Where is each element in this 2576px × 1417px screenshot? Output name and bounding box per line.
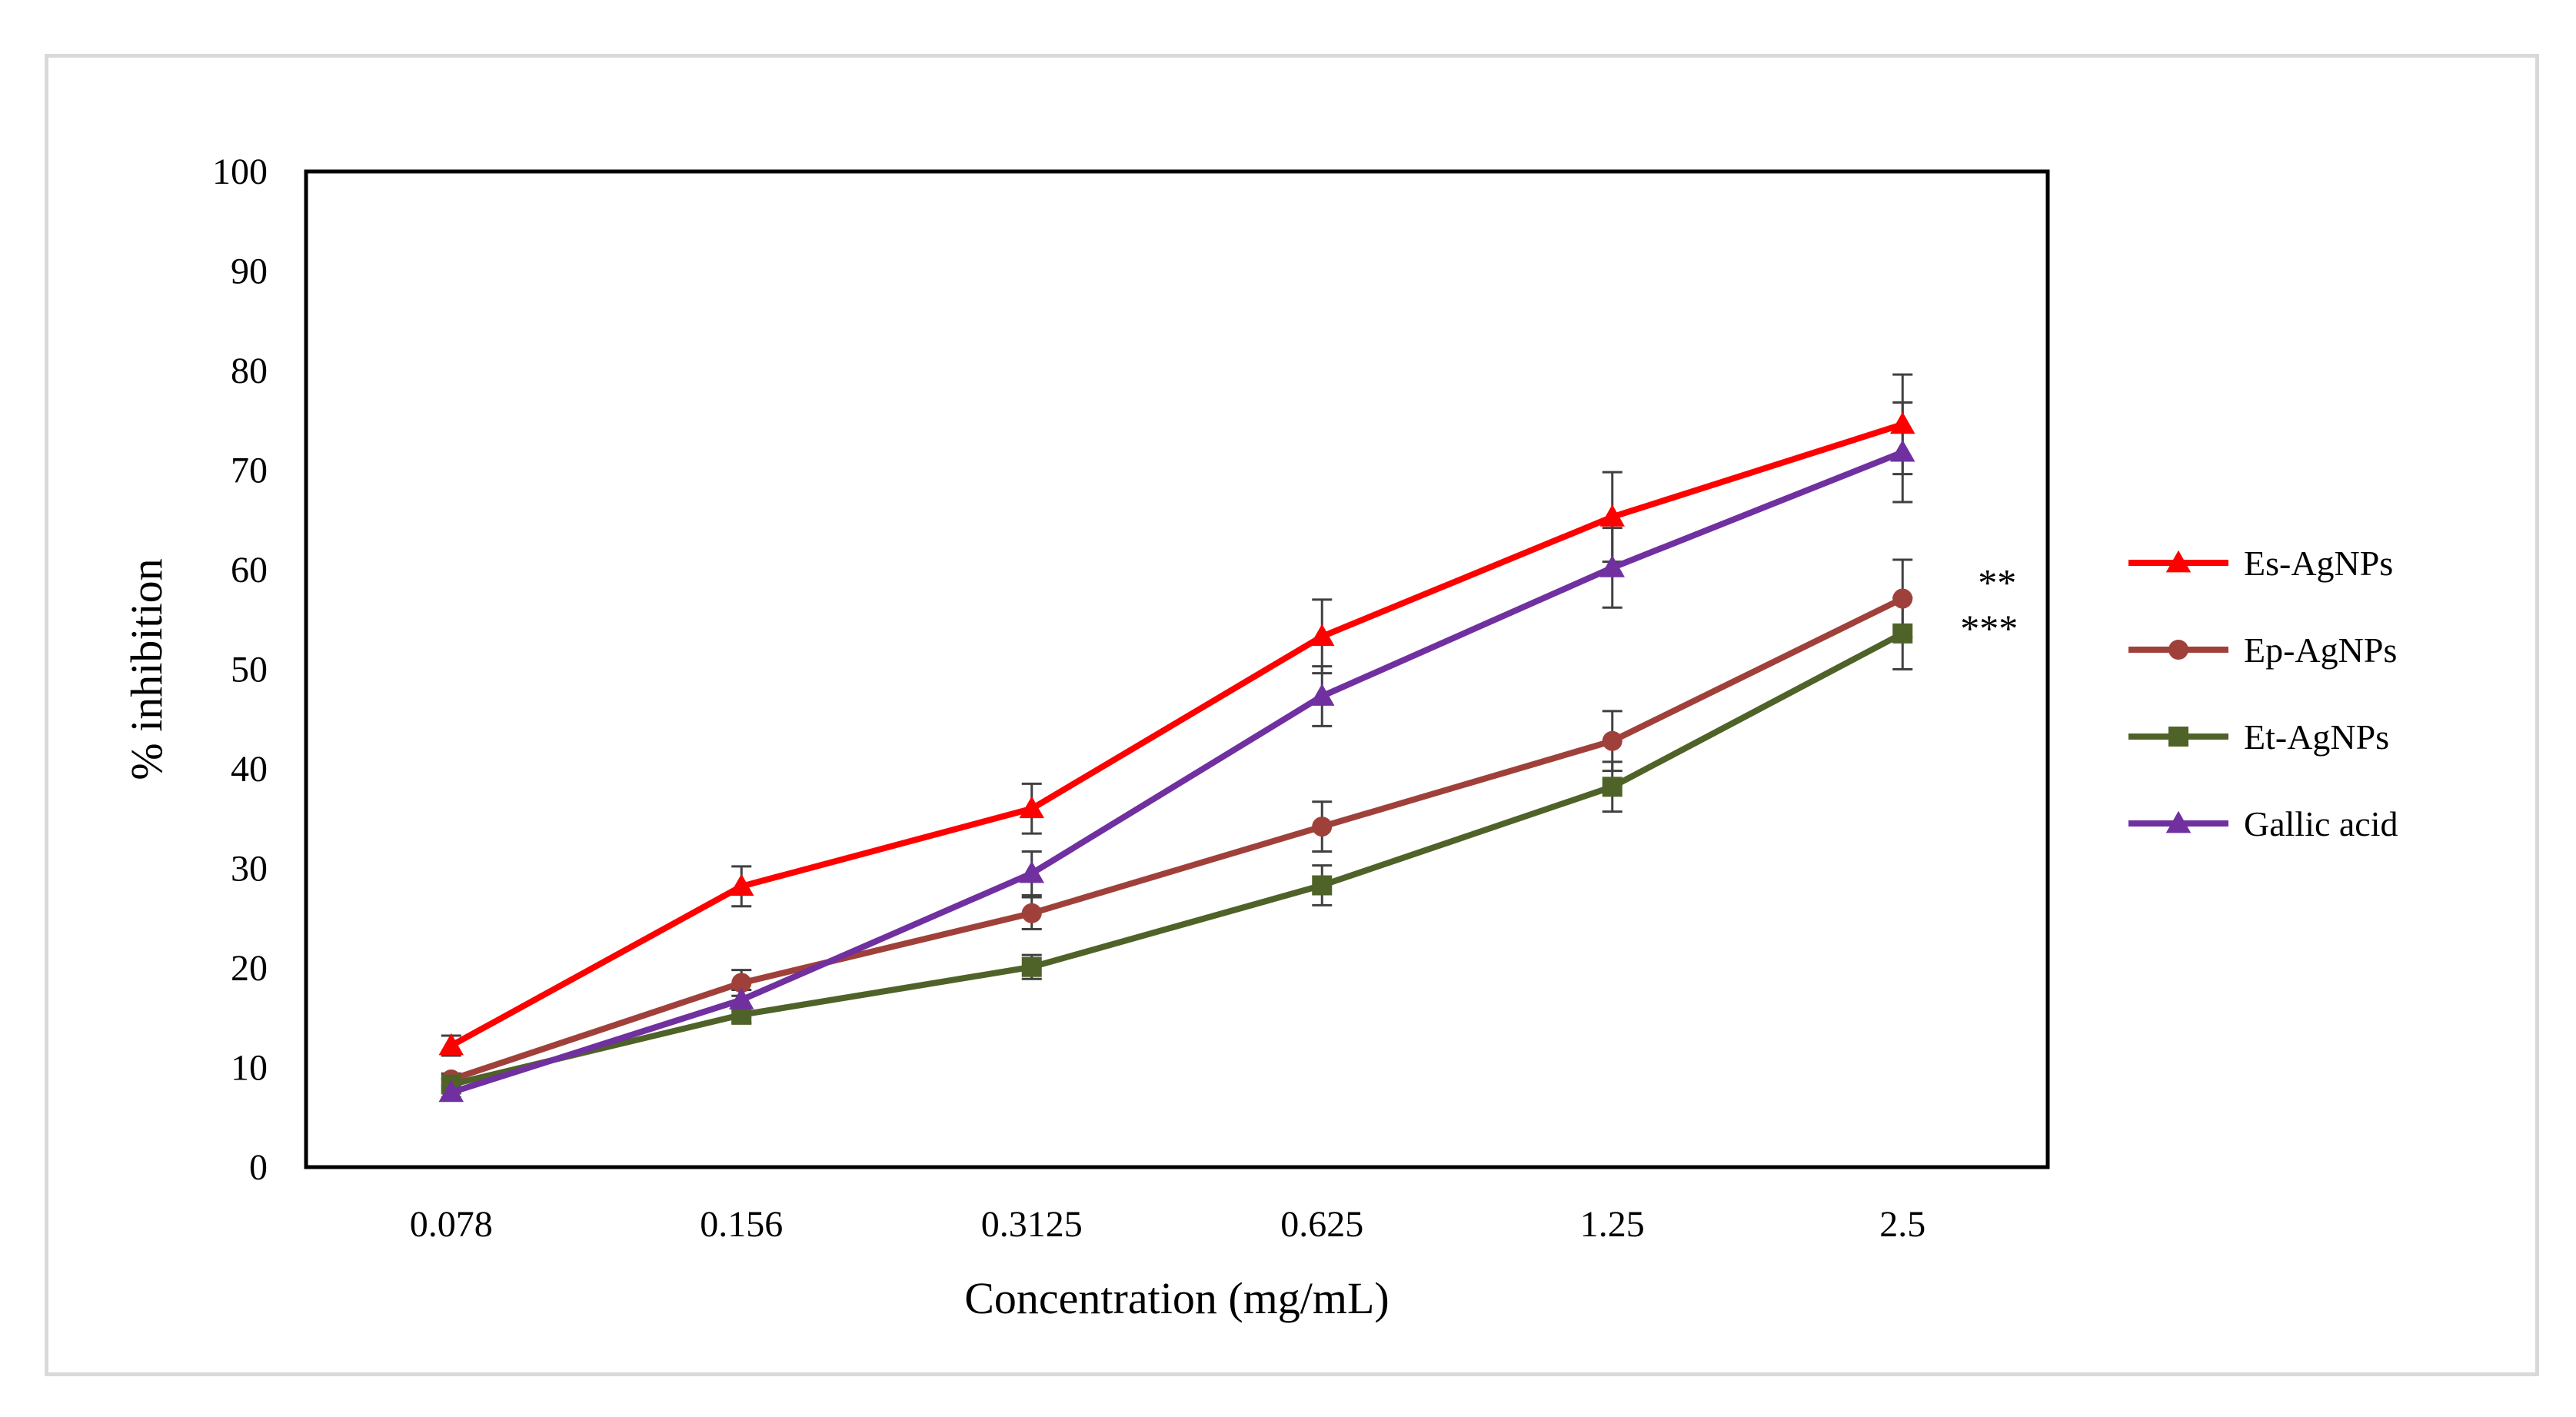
es-agnps-data-point (438, 1033, 464, 1056)
significance-annotation: *** (1960, 607, 2018, 650)
legend-marker (2165, 550, 2192, 573)
legend-marker (2168, 640, 2188, 660)
x-axis-title: Concentration (mg/mL) (964, 1273, 1389, 1323)
ep-agnps-data-point (1892, 588, 1913, 609)
y-tick-label: 20 (231, 948, 268, 989)
gallic-acid-data-point (1310, 684, 1335, 706)
y-tick-label: 10 (231, 1048, 268, 1089)
significance-annotation: ** (1978, 561, 2016, 604)
x-tick-label: 0.625 (1280, 1204, 1363, 1245)
legend-label: Ep-AgNPs (2244, 630, 2397, 670)
x-tick-label: 0.078 (410, 1204, 493, 1245)
ep-agnps-series-line (450, 595, 1905, 1083)
ep-agnps-data-point (1602, 730, 1622, 751)
y-tick-label: 70 (231, 451, 268, 491)
et-agnps-data-point (1021, 956, 1042, 977)
gallic-acid-series-line (450, 449, 1904, 1096)
legend-item-gallic-acid: Gallic acid (2128, 804, 2398, 843)
es-agnps-data-point (1310, 624, 1335, 647)
y-tick-label: 40 (231, 749, 268, 790)
legend-marker (2168, 727, 2188, 747)
es-agnps-data-point (1599, 504, 1625, 527)
et-agnps-data-point (1312, 875, 1333, 896)
legend-item-es-agnps: Es-AgNPs (2128, 544, 2393, 583)
et-agnps-series-line (450, 630, 1905, 1088)
x-tick-label: 0.156 (700, 1204, 783, 1245)
gallic-acid-data-point (1599, 555, 1625, 577)
es-agnps-data-point (729, 873, 754, 896)
legend: Es-AgNPs Ep-AgNPs Et-AgNPs Gallic acid (2128, 544, 2398, 843)
y-tick-label: 100 (212, 151, 268, 192)
y-tick-label: 0 (249, 1147, 268, 1188)
ep-agnps-data-point (731, 973, 752, 993)
y-tick-label: 60 (231, 550, 268, 590)
es-agnps-data-point (1890, 411, 1915, 434)
es-agnps-series-line (449, 421, 1904, 1049)
legend-label: Gallic acid (2244, 804, 2398, 843)
es-agnps-data-point (1019, 796, 1044, 819)
gallic-acid-data-point (438, 1079, 464, 1103)
plot-area (304, 169, 2050, 1169)
y-tick-label: 50 (231, 650, 268, 690)
legend-item-et-agnps: Et-AgNPs (2128, 717, 2389, 757)
gallic-acid-data-point (729, 987, 754, 1010)
y-tick-label: 80 (231, 351, 268, 391)
legend-item-ep-agnps: Ep-AgNPs (2128, 630, 2397, 670)
et-agnps-data-point (1892, 623, 1913, 644)
x-tick-label: 0.3125 (981, 1204, 1083, 1245)
gallic-acid-data-point (1019, 860, 1044, 883)
y-tick-label: 90 (231, 251, 268, 292)
x-tick-label: 1.25 (1580, 1204, 1645, 1245)
legend-marker (2165, 810, 2192, 833)
et-agnps-data-point (1602, 777, 1622, 797)
legend-label: Es-AgNPs (2244, 544, 2393, 583)
chart-frame (45, 54, 2539, 1376)
gallic-acid-data-point (1890, 439, 1915, 462)
x-tick-label: 2.5 (1879, 1204, 1925, 1245)
ep-agnps-data-point (1312, 817, 1333, 837)
y-axis-title: % inhibition (121, 558, 171, 780)
legend-label: Et-AgNPs (2244, 717, 2389, 757)
ep-agnps-data-point (1021, 903, 1042, 923)
y-tick-label: 30 (231, 849, 268, 890)
